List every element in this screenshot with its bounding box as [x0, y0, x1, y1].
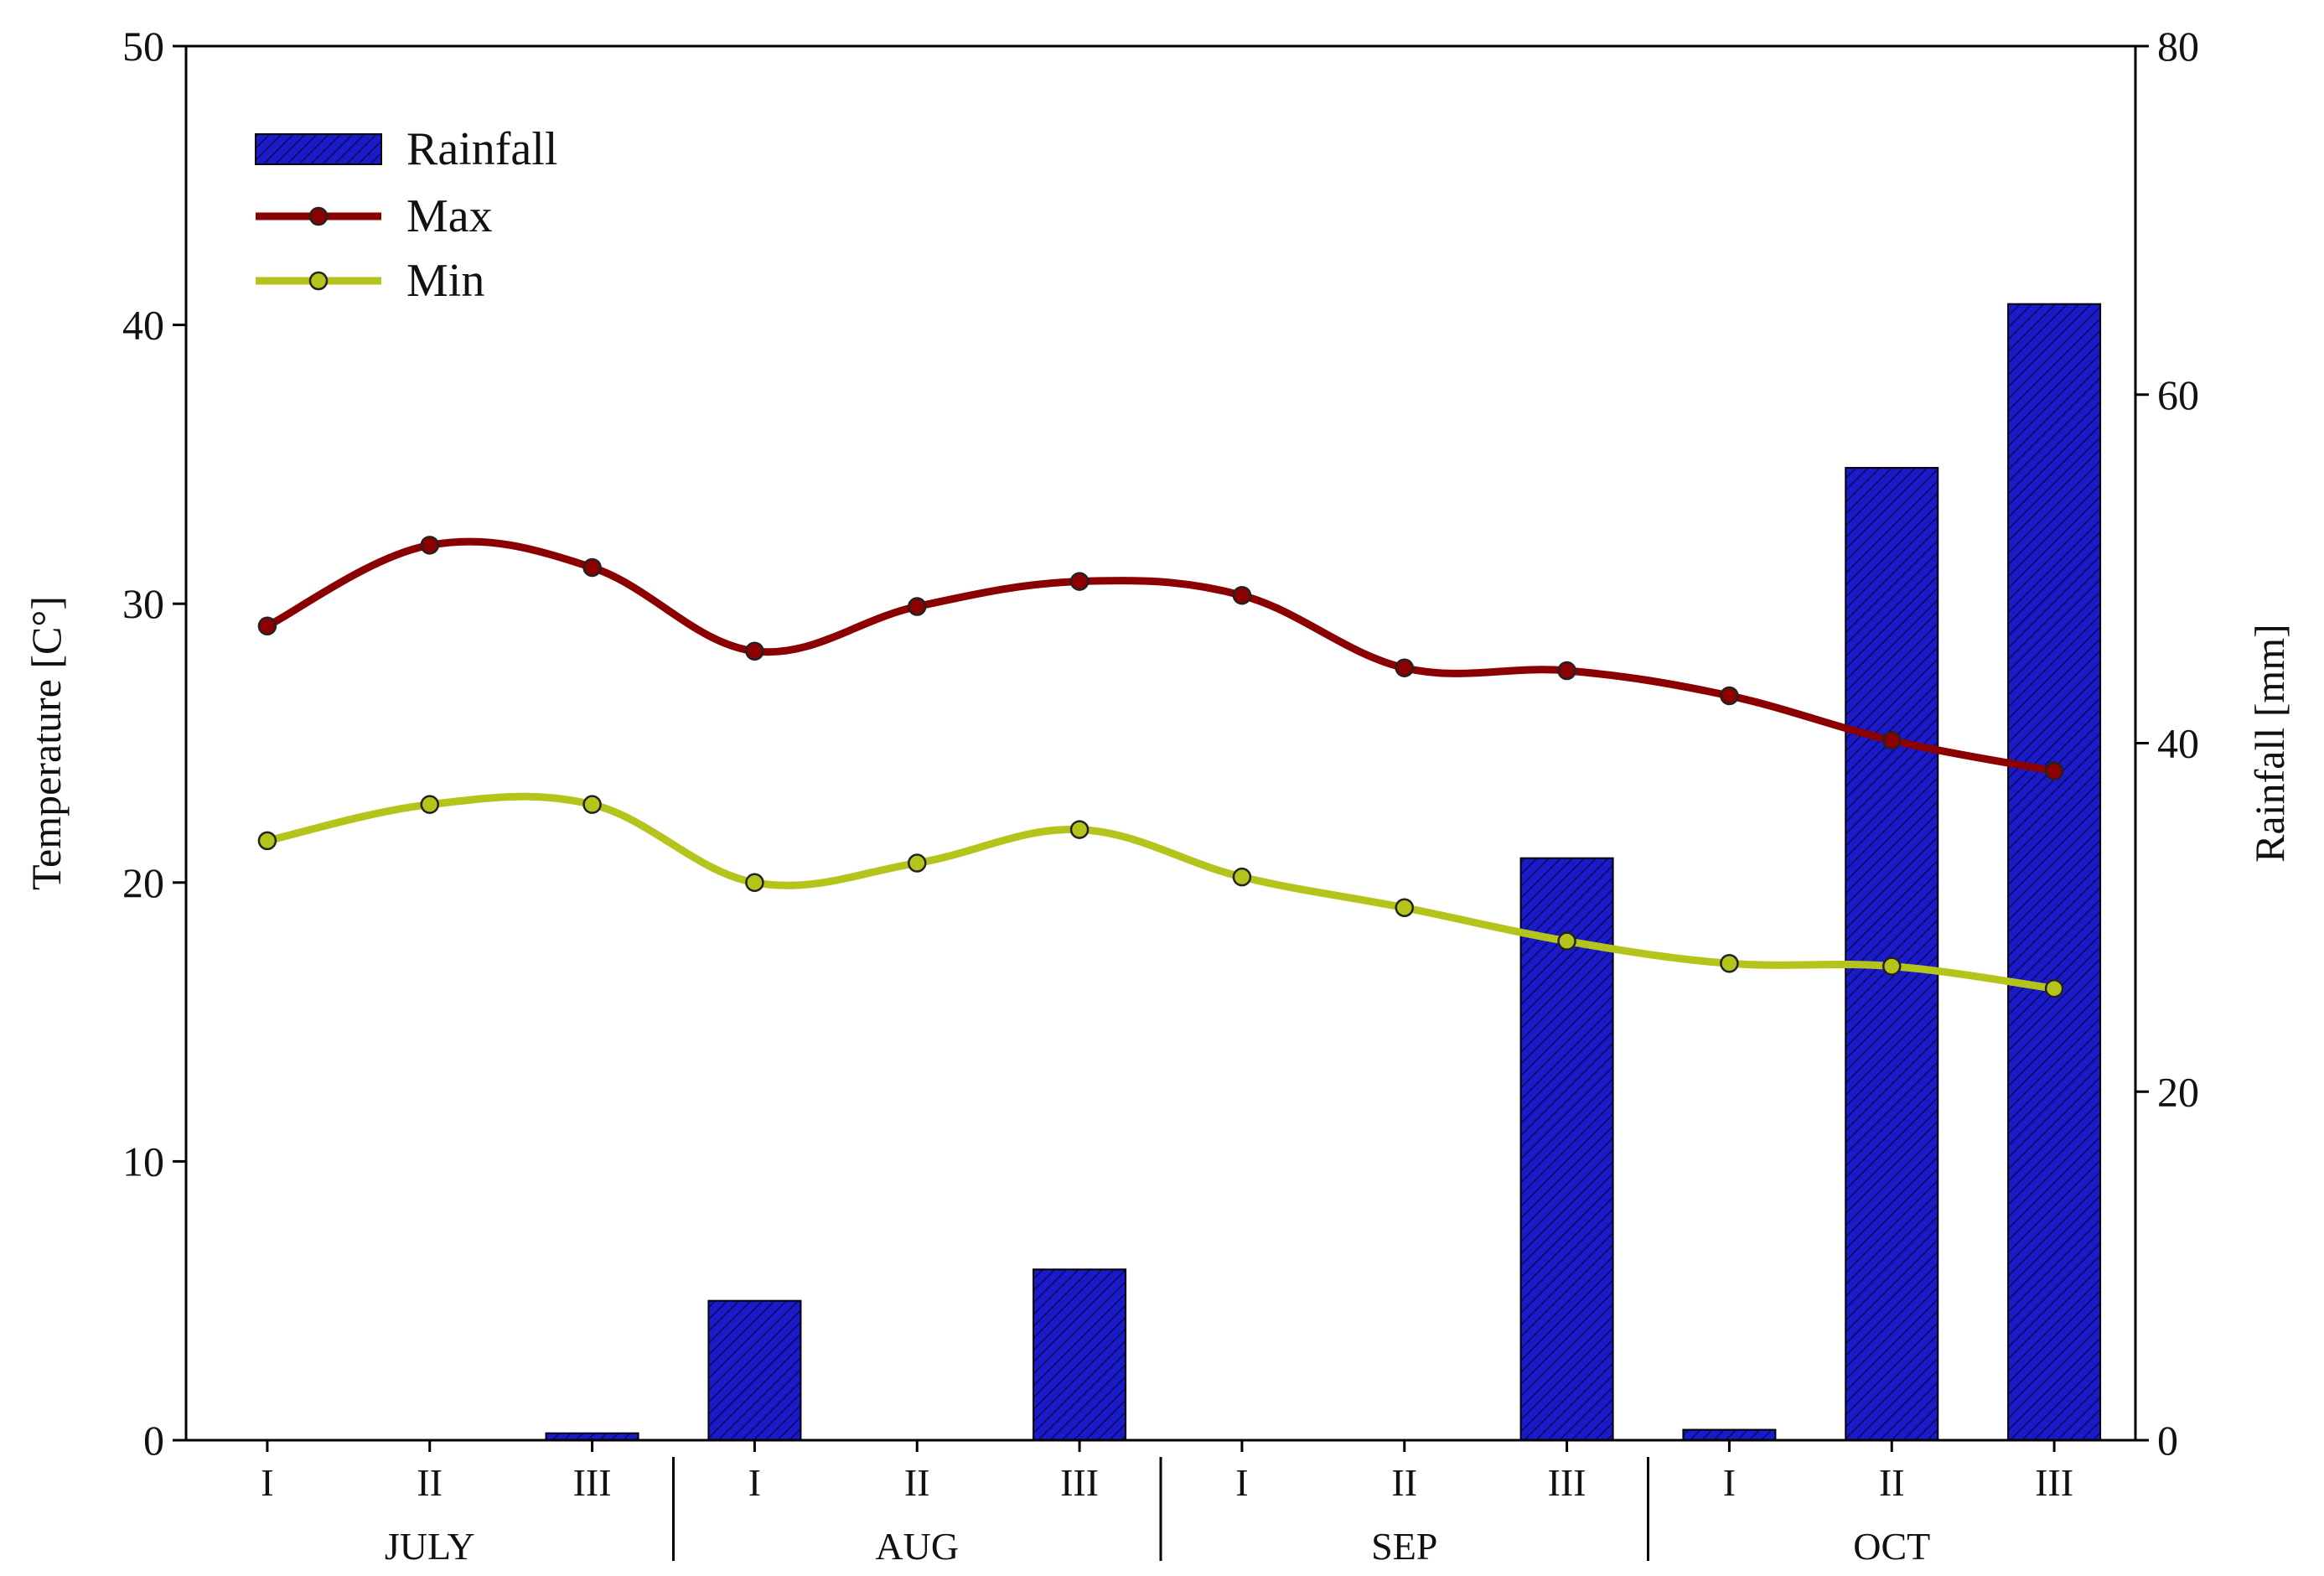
min-point — [1395, 898, 1414, 917]
legend-label: Rainfall — [406, 123, 557, 175]
max-point — [2044, 761, 2064, 781]
legend-swatch-rainfall — [255, 133, 382, 165]
rainfall-bar — [1845, 467, 1939, 1441]
max-point — [908, 597, 927, 616]
max-point — [1720, 686, 1739, 706]
min-point — [1069, 820, 1090, 839]
max-point — [1395, 658, 1414, 677]
min-point — [582, 795, 602, 814]
legend-label: Min — [406, 255, 484, 307]
min-point — [420, 795, 439, 814]
month-label: AUG — [875, 1525, 959, 1568]
min-point — [2044, 978, 2064, 998]
y-axis-title: Temperature [C°] — [23, 596, 70, 890]
max-point — [1882, 730, 1902, 750]
x-axis-tick-label: II — [1391, 1461, 1417, 1504]
max-point — [1232, 585, 1252, 605]
max-point — [745, 641, 764, 661]
max-point — [257, 616, 277, 636]
left-axis-tick-label: 0 — [143, 1417, 164, 1464]
left-axis-tick-label: 10 — [122, 1138, 164, 1185]
max-point — [1069, 572, 1090, 591]
min-point — [257, 831, 277, 851]
max-point — [1557, 661, 1576, 681]
rainfall-bar — [1033, 1268, 1127, 1441]
max-point — [420, 536, 439, 555]
right-axis-tick-label: 40 — [2157, 720, 2199, 767]
min-line — [263, 792, 2058, 993]
right-axis-tick-label: 80 — [2157, 23, 2199, 70]
left-axis-tick-label: 40 — [122, 302, 164, 349]
min-point — [908, 853, 927, 873]
rainfall-bar — [2007, 303, 2102, 1441]
x-axis-tick-label: I — [748, 1461, 761, 1504]
left-axis-tick-label: 20 — [122, 859, 164, 906]
legend-marker-min — [308, 271, 329, 291]
right-axis-tick-label: 20 — [2157, 1068, 2199, 1115]
legend-marker-max — [308, 206, 329, 226]
rainfall-bar — [1682, 1428, 1777, 1441]
rainfall-bar — [1519, 857, 1614, 1441]
x-axis-tick-label: I — [261, 1461, 273, 1504]
month-label: OCT — [1853, 1525, 1930, 1568]
x-axis-tick-label: II — [904, 1461, 930, 1504]
rainfall-bar — [707, 1299, 802, 1441]
y2-axis-title: Rainfall [mm] — [2246, 624, 2293, 863]
month-label: SEP — [1371, 1525, 1437, 1568]
right-axis-tick-label: 60 — [2157, 371, 2199, 418]
max-line — [263, 537, 2058, 775]
max-point — [582, 557, 602, 578]
min-point — [1557, 931, 1576, 951]
x-axis-tick-label: III — [573, 1461, 612, 1504]
x-axis-tick-label: III — [1548, 1461, 1586, 1504]
left-axis-tick-label: 50 — [122, 23, 164, 70]
x-axis-tick-label: I — [1235, 1461, 1248, 1504]
right-axis-tick-label: 0 — [2157, 1417, 2178, 1464]
month-label: JULY — [385, 1525, 475, 1568]
legend-label: Max — [406, 190, 493, 242]
min-point — [1720, 954, 1739, 973]
x-axis-tick-label: III — [2035, 1461, 2073, 1504]
x-axis-tick-label: II — [417, 1461, 443, 1504]
min-point — [1882, 956, 1902, 976]
min-point — [1232, 867, 1252, 887]
left-axis-tick-label: 30 — [122, 580, 164, 627]
x-axis-tick-label: I — [1723, 1461, 1736, 1504]
x-axis-tick-label: II — [1879, 1461, 1905, 1504]
x-axis-tick-label: III — [1060, 1461, 1099, 1504]
min-point — [745, 873, 764, 893]
